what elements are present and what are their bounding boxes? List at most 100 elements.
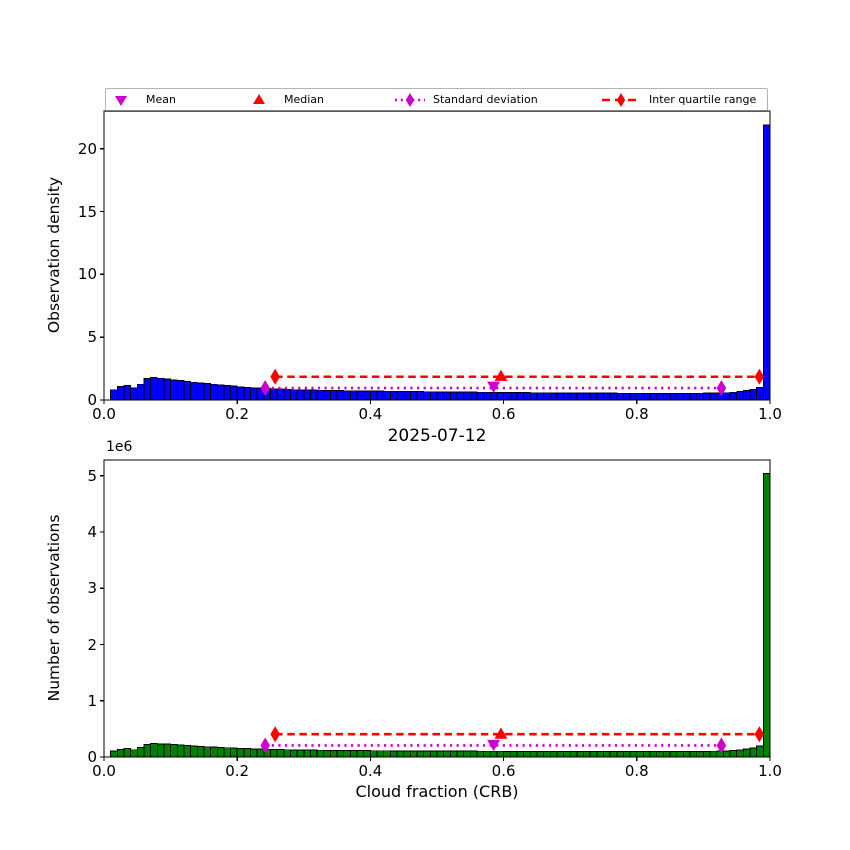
mean-marker [487,739,501,752]
median-marker [494,369,508,381]
histogram-bar [569,392,578,401]
histogram-bar [669,751,678,758]
histogram-bar [170,744,178,758]
histogram-bar [549,392,558,401]
x-tick-label: 0.0 [92,762,116,780]
histogram-bar [210,746,218,758]
histogram-bar [563,392,571,401]
histogram-bar [136,747,145,758]
x-tick-label: 0.4 [358,762,383,780]
histogram-bar [429,391,438,401]
histogram-bar [369,750,378,758]
plot-title: 2025-07-12 [387,426,487,446]
histogram-bar [283,749,291,758]
histogram-bar [403,391,411,401]
histogram-bar [416,750,425,758]
histogram-bar [230,747,238,758]
histogram-bar [509,392,518,401]
std-left-marker [260,737,270,754]
histogram-bar [110,750,118,758]
histogram-bar [483,391,491,401]
bottom-histogram-plot [100,459,771,761]
iqr-left-marker [270,726,280,743]
histogram-bar [389,750,398,758]
y-tick-label: 1 [87,691,97,710]
histogram-bar [609,751,618,758]
histogram-bar [596,751,604,758]
legend-entry-median: Median [250,89,324,111]
histogram-bar [756,386,764,401]
histogram-bar [290,749,298,758]
histogram-bar [243,748,251,758]
histogram-bar [483,750,491,758]
histogram-bar [409,391,418,401]
histogram-bar [436,750,445,758]
histogram-bar [236,386,245,401]
iqr-marker-icon [602,92,640,108]
histogram-bar [310,389,318,401]
histogram-bar [456,391,465,401]
histogram-bar [749,388,758,401]
histogram-bar [676,751,684,758]
legend-label: Mean [146,93,176,106]
histogram-bar [636,751,644,758]
y-tick-label: 5 [87,328,97,347]
histogram-bar [310,749,318,758]
histogram-bar [376,750,385,758]
histogram-bar [656,751,664,758]
histogram-bar [443,750,451,758]
histogram-bar [456,750,465,758]
histogram-bar [589,751,598,758]
x-tick-label: 0.0 [92,405,116,423]
histogram-bar [296,389,305,401]
std-right-marker [716,380,727,397]
histogram-bar [270,749,278,758]
histogram-bar [616,751,624,758]
histogram-bar [709,750,718,758]
bottom-y-axis-label: Number of observations [45,514,63,702]
histogram-bar [463,391,471,401]
histogram-bar [722,392,731,401]
histogram-bar [216,384,225,401]
histogram-bar [656,392,664,401]
histogram-bar [369,390,378,401]
median-marker [494,727,508,739]
histogram-bar [576,392,584,401]
histogram-bar [323,749,331,758]
histogram-bar [150,743,158,758]
histogram-bar [649,392,658,401]
histogram-bar [629,392,638,401]
histogram-bar [123,385,132,401]
y-tick-label: 20 [77,139,97,158]
histogram-bar [329,749,338,758]
histogram-bar [436,391,445,401]
y-tick-label: 0 [87,748,97,766]
histogram-bar [496,750,505,758]
histogram-bar [543,750,551,758]
histogram-bar [196,382,205,401]
histogram-bar [756,745,764,758]
y-tick-label: 10 [77,265,97,284]
y-tick-label: 15 [77,202,97,221]
iqr-right-marker [754,726,765,743]
histogram-bar [603,392,611,401]
histogram-bar [349,390,358,401]
iqr-right-marker [754,368,765,385]
histogram-bar [423,750,431,758]
histogram-bar [762,124,771,401]
histogram-bar [223,385,231,401]
histogram-bar [383,750,391,758]
histogram-bar [329,390,338,401]
histogram-bar [629,751,638,758]
histogram-bar [623,392,631,401]
histogram-bar [696,750,704,758]
mean-marker [487,381,501,393]
histogram-bar [170,379,178,401]
histogram-bar [323,389,331,401]
x-tick-label: 0.8 [624,405,649,423]
histogram-bar [469,391,478,401]
histogram-bar [529,392,538,401]
histogram-bar [729,750,738,758]
mean-marker-icon [112,92,130,108]
